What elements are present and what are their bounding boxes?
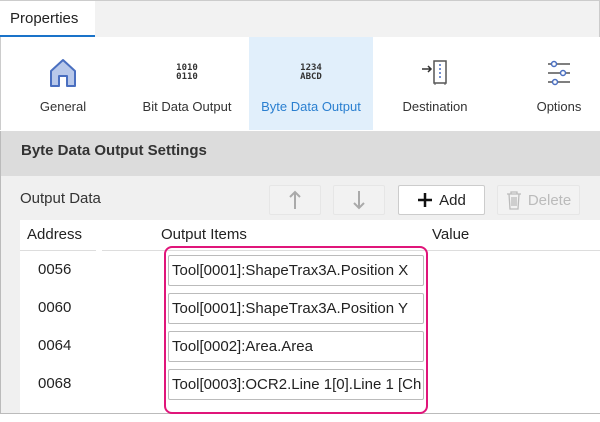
move-up-button[interactable]: [269, 185, 321, 215]
column-header-address: Address: [27, 226, 83, 243]
tab-bit-data-output[interactable]: 1010 0110 Bit Data Output: [125, 37, 249, 130]
destination-icon: [422, 60, 447, 85]
panel-tab-strip: [0, 0, 600, 37]
arrow-down-icon: [353, 191, 365, 210]
output-item-field[interactable]: Tool[0001]:ShapeTrax3A.Position Y: [168, 293, 424, 324]
row-address: 0064: [38, 337, 72, 354]
tab-destination[interactable]: Destination: [373, 37, 497, 130]
output-item-field[interactable]: Tool[0002]:Area.Area: [168, 331, 424, 362]
row-address: 0068: [38, 375, 72, 392]
output-item-field[interactable]: Tool[0003]:OCR2.Line 1[0].Line 1 [Ch: [168, 369, 424, 400]
move-down-button[interactable]: [333, 185, 385, 215]
header-divider: [20, 250, 96, 251]
column-header-output-items: Output Items: [161, 226, 247, 243]
row-address: 0060: [38, 299, 72, 316]
plus-icon: [418, 193, 433, 207]
trash-icon: [506, 191, 521, 210]
ribbon-toolbar: General 1010 0110 Bit Data Output 1234 ABC…: [0, 37, 600, 130]
tab-options[interactable]: Options: [497, 37, 600, 130]
column-header-value: Value: [432, 226, 470, 243]
add-button[interactable]: Add: [398, 185, 485, 215]
row-address: 0056: [38, 261, 72, 278]
arrow-up-icon: [289, 190, 301, 209]
tab-properties[interactable]: Properties: [0, 1, 95, 37]
home-icon: [50, 59, 76, 87]
tab-general[interactable]: General: [1, 37, 125, 130]
tab-byte-data-output[interactable]: 1234 ABCD Byte Data Output: [249, 37, 373, 130]
highlight-box: [164, 246, 428, 414]
sliders-icon: [548, 60, 570, 86]
output-item-field[interactable]: Tool[0001]:ShapeTrax3A.Position X: [168, 255, 424, 286]
output-data-label: Output Data: [20, 190, 101, 207]
byte-data-icon: 1234 ABCD: [300, 63, 322, 82]
header-divider: [102, 250, 600, 251]
section-title: Byte Data Output Settings: [0, 131, 600, 176]
delete-button[interactable]: Delete: [497, 185, 580, 215]
bit-data-icon: 1010 0110: [176, 63, 198, 82]
